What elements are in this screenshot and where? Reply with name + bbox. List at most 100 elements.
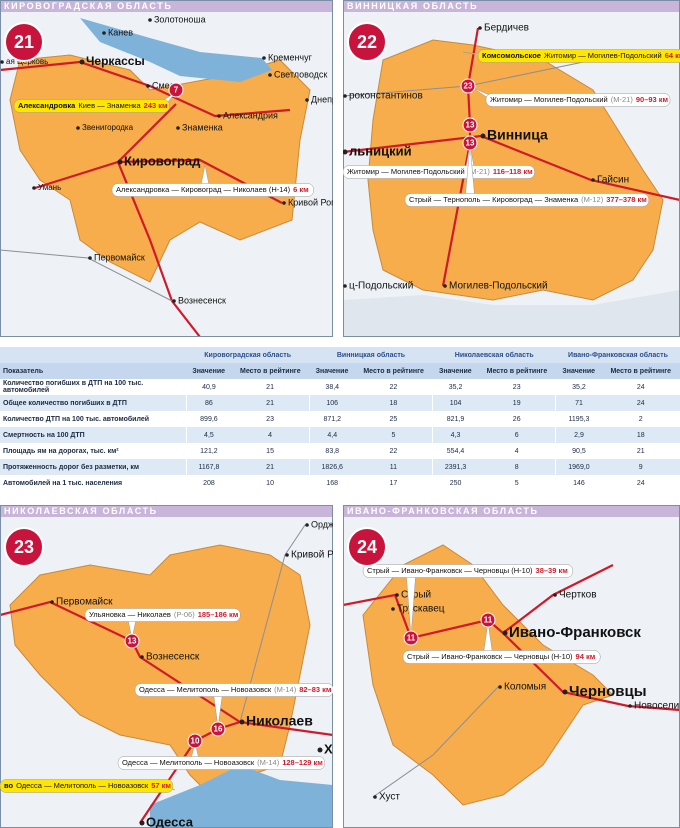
road (0, 60, 291, 118)
callout: Ульяновка — Николаев (Р-06) 185–186 км (84, 608, 241, 640)
callout-text: Житомир — Могилев-Подольский (М-21) 116–11… (347, 167, 533, 176)
callout-box (362, 564, 574, 578)
cell: 24 (636, 383, 645, 391)
marker-label: 11 (407, 634, 416, 643)
region-header: Винницкая область (309, 347, 433, 363)
cell: 168 (308, 475, 355, 491)
callout-route: Стрый — Ивано-Франковск — Черновцы (Н-10… (367, 566, 533, 575)
callout-road: (М-21) (468, 167, 491, 176)
city-dot (0, 60, 4, 64)
road-marker (124, 633, 140, 649)
callout-route: Александровка — Кировоград — Николаев (Н… (116, 185, 291, 194)
callout-km: 185–186 км (198, 610, 239, 619)
callout-route: Житомир — Могилев-Подольский (347, 167, 465, 176)
road (0, 249, 173, 302)
city-label: льницкий (349, 143, 412, 158)
city-dot (140, 655, 144, 659)
table-row: Смертность на 100 ДТП 4,5 4 4,4 5 4,3 6 2,9 18 (0, 427, 680, 443)
cell: 4 (514, 447, 519, 455)
city-dot (146, 84, 150, 88)
city-dot (391, 607, 395, 611)
callout-box (402, 650, 601, 664)
row-label: Протяженность дорог без разметки, км (3, 463, 140, 471)
callout-km: 6 км (293, 185, 309, 194)
city-dot (268, 73, 272, 77)
road (372, 686, 499, 798)
callout-route: Стрый — Тернополь — Кировоград — Знаменк… (409, 195, 579, 204)
road-marker (462, 135, 478, 151)
city-dot (373, 795, 377, 799)
stats-table: Кировоградская область Винницкая область Н… (0, 347, 680, 491)
cell: 26 (512, 415, 521, 423)
road (239, 524, 306, 723)
region (362, 544, 614, 806)
city-dot (502, 630, 508, 636)
table-row: Автомобилей на 1 тыс. населения 208 10 168 1… (0, 475, 680, 491)
city-dot (498, 685, 502, 689)
city-dot (88, 256, 92, 260)
city-dot (480, 133, 486, 139)
cell: 2 (638, 415, 643, 423)
city-dot (148, 18, 152, 22)
subheader: Значение (309, 363, 355, 379)
callout: Стрый — Тернополь — Кировоград — Знаменк… (404, 144, 650, 207)
cell: 90,5 (555, 443, 602, 459)
subheader: Место в рейтинге (601, 363, 680, 379)
cell: 4,4 (308, 427, 355, 443)
cell: 821,9 (432, 411, 478, 427)
city-dot (317, 747, 323, 753)
road (343, 593, 680, 712)
city-dot (172, 299, 176, 303)
city-label: Гайсин (597, 175, 629, 186)
city-dot (102, 31, 106, 35)
city-label: Новоселица (634, 701, 680, 712)
callout: Стрый — Ивано-Франковск — Черновцы (Н-10… (362, 564, 574, 637)
city-label: Кривой Рог (288, 197, 333, 207)
callout-km: 57 км (151, 781, 171, 790)
cell: 1826,6 (308, 459, 355, 475)
map-panel: ИВАНО-ФРАНКОВСКАЯ ОБЛАСТЬ Стрый Трускавец И… (343, 505, 680, 828)
cell: 4 (268, 431, 273, 439)
callout: Одесса — Мелитополь — Новоазовск (М-14) 82… (134, 683, 333, 728)
cell: 5 (514, 479, 519, 487)
callout-box (477, 49, 680, 63)
panel-badge (347, 22, 387, 62)
city-dot (395, 593, 399, 597)
city-label: Светловодск (274, 69, 327, 79)
callout-box (13, 99, 170, 113)
callout-box (485, 93, 671, 107)
cell: 121,2 (185, 443, 232, 459)
road (116, 103, 201, 337)
city-dot (79, 59, 85, 65)
cell: 15 (266, 447, 274, 455)
city-label: Канев (108, 27, 133, 37)
marker-label: 13 (466, 139, 475, 148)
callout-text: Александровка — Кировоград — Николаев (Н… (116, 185, 309, 194)
region-header: Кировоградская область (186, 347, 310, 363)
callout-km: 377–378 км (606, 195, 647, 204)
road (34, 158, 283, 204)
city-label: Стрый (401, 590, 431, 601)
table-row: Протяженность дорог без разметки, км 1167… (0, 459, 680, 475)
panel-title: КИРОВОГРАДСКАЯ ОБЛАСТЬ (4, 1, 172, 11)
water (80, 18, 272, 82)
cell: 21 (266, 383, 274, 391)
cell: 35,2 (432, 379, 478, 395)
cell: 9 (638, 463, 643, 471)
city-dot (305, 98, 309, 102)
subheader: Значение (555, 363, 602, 379)
city-label: Смела (152, 80, 180, 90)
subheader: Место в рейтинге (477, 363, 556, 379)
row-label: Смертность на 100 ДТП (3, 431, 85, 439)
subheader: Место в рейтинге (354, 363, 433, 379)
callout-text: Одесса — Мелитополь — Новоазовск (М-14) 12… (122, 758, 323, 767)
city-dot (285, 553, 289, 557)
cell: 104 (432, 395, 478, 411)
panel-frame (0, 0, 333, 337)
city-dot (239, 719, 245, 725)
road-marker (187, 733, 203, 749)
row-label: Автомобилей на 1 тыс. населения (3, 479, 123, 487)
city-dot (443, 284, 447, 288)
cell: 208 (185, 475, 232, 491)
